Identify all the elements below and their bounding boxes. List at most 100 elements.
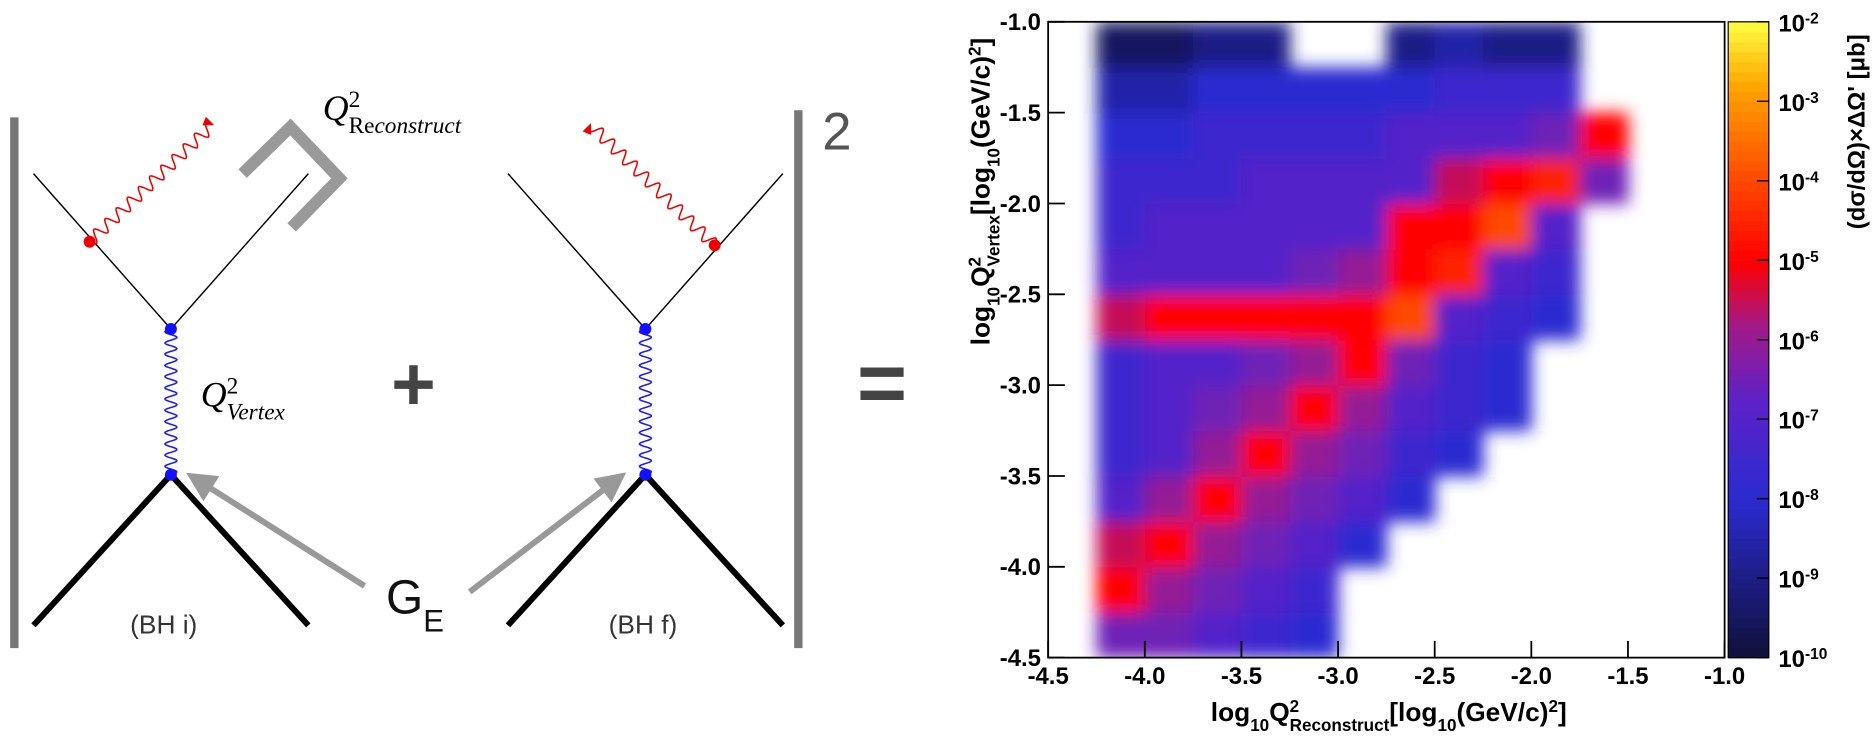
z-tick-label: 10-7: [1778, 407, 1818, 435]
text-part: (GeV/c): [966, 56, 996, 148]
cell: [1531, 203, 1580, 249]
colorbar-strip: [1728, 240, 1769, 251]
lepton-line: [171, 174, 308, 329]
colorbar-strip: [1728, 578, 1769, 589]
cell: [1096, 476, 1145, 522]
lepton-line: [645, 174, 782, 329]
cell: [1435, 340, 1484, 386]
cell: [1338, 294, 1387, 340]
colorbar-strip: [1728, 201, 1769, 212]
cell: [1193, 567, 1242, 613]
cell: [1386, 203, 1435, 249]
cell: [1241, 203, 1290, 249]
cell: [1145, 385, 1194, 431]
colorbar-strip: [1728, 499, 1769, 510]
z-tick-label: 10-9: [1778, 566, 1819, 594]
cell: [1241, 521, 1290, 567]
vertex: [84, 236, 96, 248]
cell: [1096, 567, 1145, 613]
colorbar-strip: [1728, 221, 1769, 232]
proton-line: [171, 475, 308, 626]
cell: [1290, 385, 1339, 431]
colorbar-strip: [1728, 300, 1769, 311]
colorbar-strip: [1728, 161, 1769, 172]
colorbar-strip: [1728, 260, 1769, 271]
bh-f: (BH f): [609, 610, 678, 640]
z-tick-base: 10: [1778, 169, 1805, 196]
cell: [1241, 22, 1290, 68]
text-part: 2: [1290, 696, 1300, 715]
colorbar-strip: [1728, 340, 1769, 351]
colorbar-strip: [1728, 52, 1769, 63]
cell: [1290, 249, 1339, 295]
y-tick-label: -4.0: [1000, 554, 1041, 581]
cell: [1241, 158, 1290, 204]
colorbar-strip: [1728, 91, 1769, 102]
cell: [1193, 294, 1242, 340]
y-tick-label: -1.5: [1000, 100, 1041, 127]
cell: [1241, 567, 1290, 613]
text-part: Q: [966, 266, 996, 286]
cell: [1145, 567, 1194, 613]
q-vertex: Q2Vertex: [201, 374, 286, 426]
cell: [1096, 67, 1145, 113]
colorbar-strip: [1728, 588, 1769, 599]
x-tick-label: -4.0: [1124, 663, 1165, 690]
cell: [1386, 22, 1435, 68]
cell: [1096, 294, 1145, 340]
equals-sign: =: [857, 336, 907, 432]
cell: [1096, 158, 1145, 204]
z-tick-exponent: -9: [1805, 566, 1819, 583]
cells: [1096, 22, 1628, 658]
z-tick-exponent: -5: [1805, 248, 1819, 265]
z-tick-base: 10: [1778, 328, 1805, 355]
cell: [1145, 521, 1194, 567]
colorbar-strip: [1728, 211, 1769, 222]
cell: [1338, 385, 1387, 431]
colorbar-strip: [1728, 62, 1769, 73]
cell: [1096, 340, 1145, 386]
cell: [1096, 113, 1145, 159]
cell: [1145, 22, 1194, 68]
text-part: Vertex: [227, 400, 286, 426]
colorbar-strip: [1728, 479, 1769, 490]
z-tick-base: 10: [1778, 10, 1805, 37]
colorbar-strip: [1728, 230, 1769, 241]
cell: [1338, 340, 1387, 386]
colorbar-strip: [1728, 389, 1769, 400]
cell: [1290, 294, 1339, 340]
cell: [1483, 340, 1532, 386]
heatmap-plot: -4.5-4.0-3.5-3.0-2.5-2.0-1.5-1.0-4.5-4.0…: [965, 9, 1870, 734]
text-part: (GeV/c): [1456, 697, 1548, 727]
cell: [1096, 612, 1145, 658]
colorbar-strip: [1728, 628, 1769, 639]
cell: [1435, 203, 1484, 249]
z-tick-label: 10-8: [1778, 487, 1819, 514]
cell: [1290, 567, 1339, 613]
colorbar-strip: [1728, 350, 1769, 361]
vertex: [639, 469, 651, 481]
proton-line: [645, 475, 782, 626]
cell: [1531, 249, 1580, 295]
lepton-line: [33, 174, 170, 329]
colorbar-strip: [1728, 638, 1769, 649]
cell: [1241, 340, 1290, 386]
colorbar-strip: [1728, 509, 1769, 520]
cell: [1290, 476, 1339, 522]
arrow: [470, 476, 622, 592]
text-part: G: [386, 571, 423, 624]
bracket: [243, 127, 340, 227]
text-part: [log: [966, 167, 996, 215]
cell: [1290, 340, 1339, 386]
plus-sign: +: [391, 342, 436, 427]
colorbar-strip: [1728, 290, 1769, 301]
vertex: [639, 323, 651, 335]
cell: [1290, 521, 1339, 567]
x-tick-label: -3.5: [1221, 663, 1262, 690]
cell: [1096, 431, 1145, 477]
z-tick-base: 10: [1778, 487, 1805, 514]
text-part: construct: [374, 113, 461, 139]
cell: [1483, 385, 1532, 431]
cell: [1386, 294, 1435, 340]
